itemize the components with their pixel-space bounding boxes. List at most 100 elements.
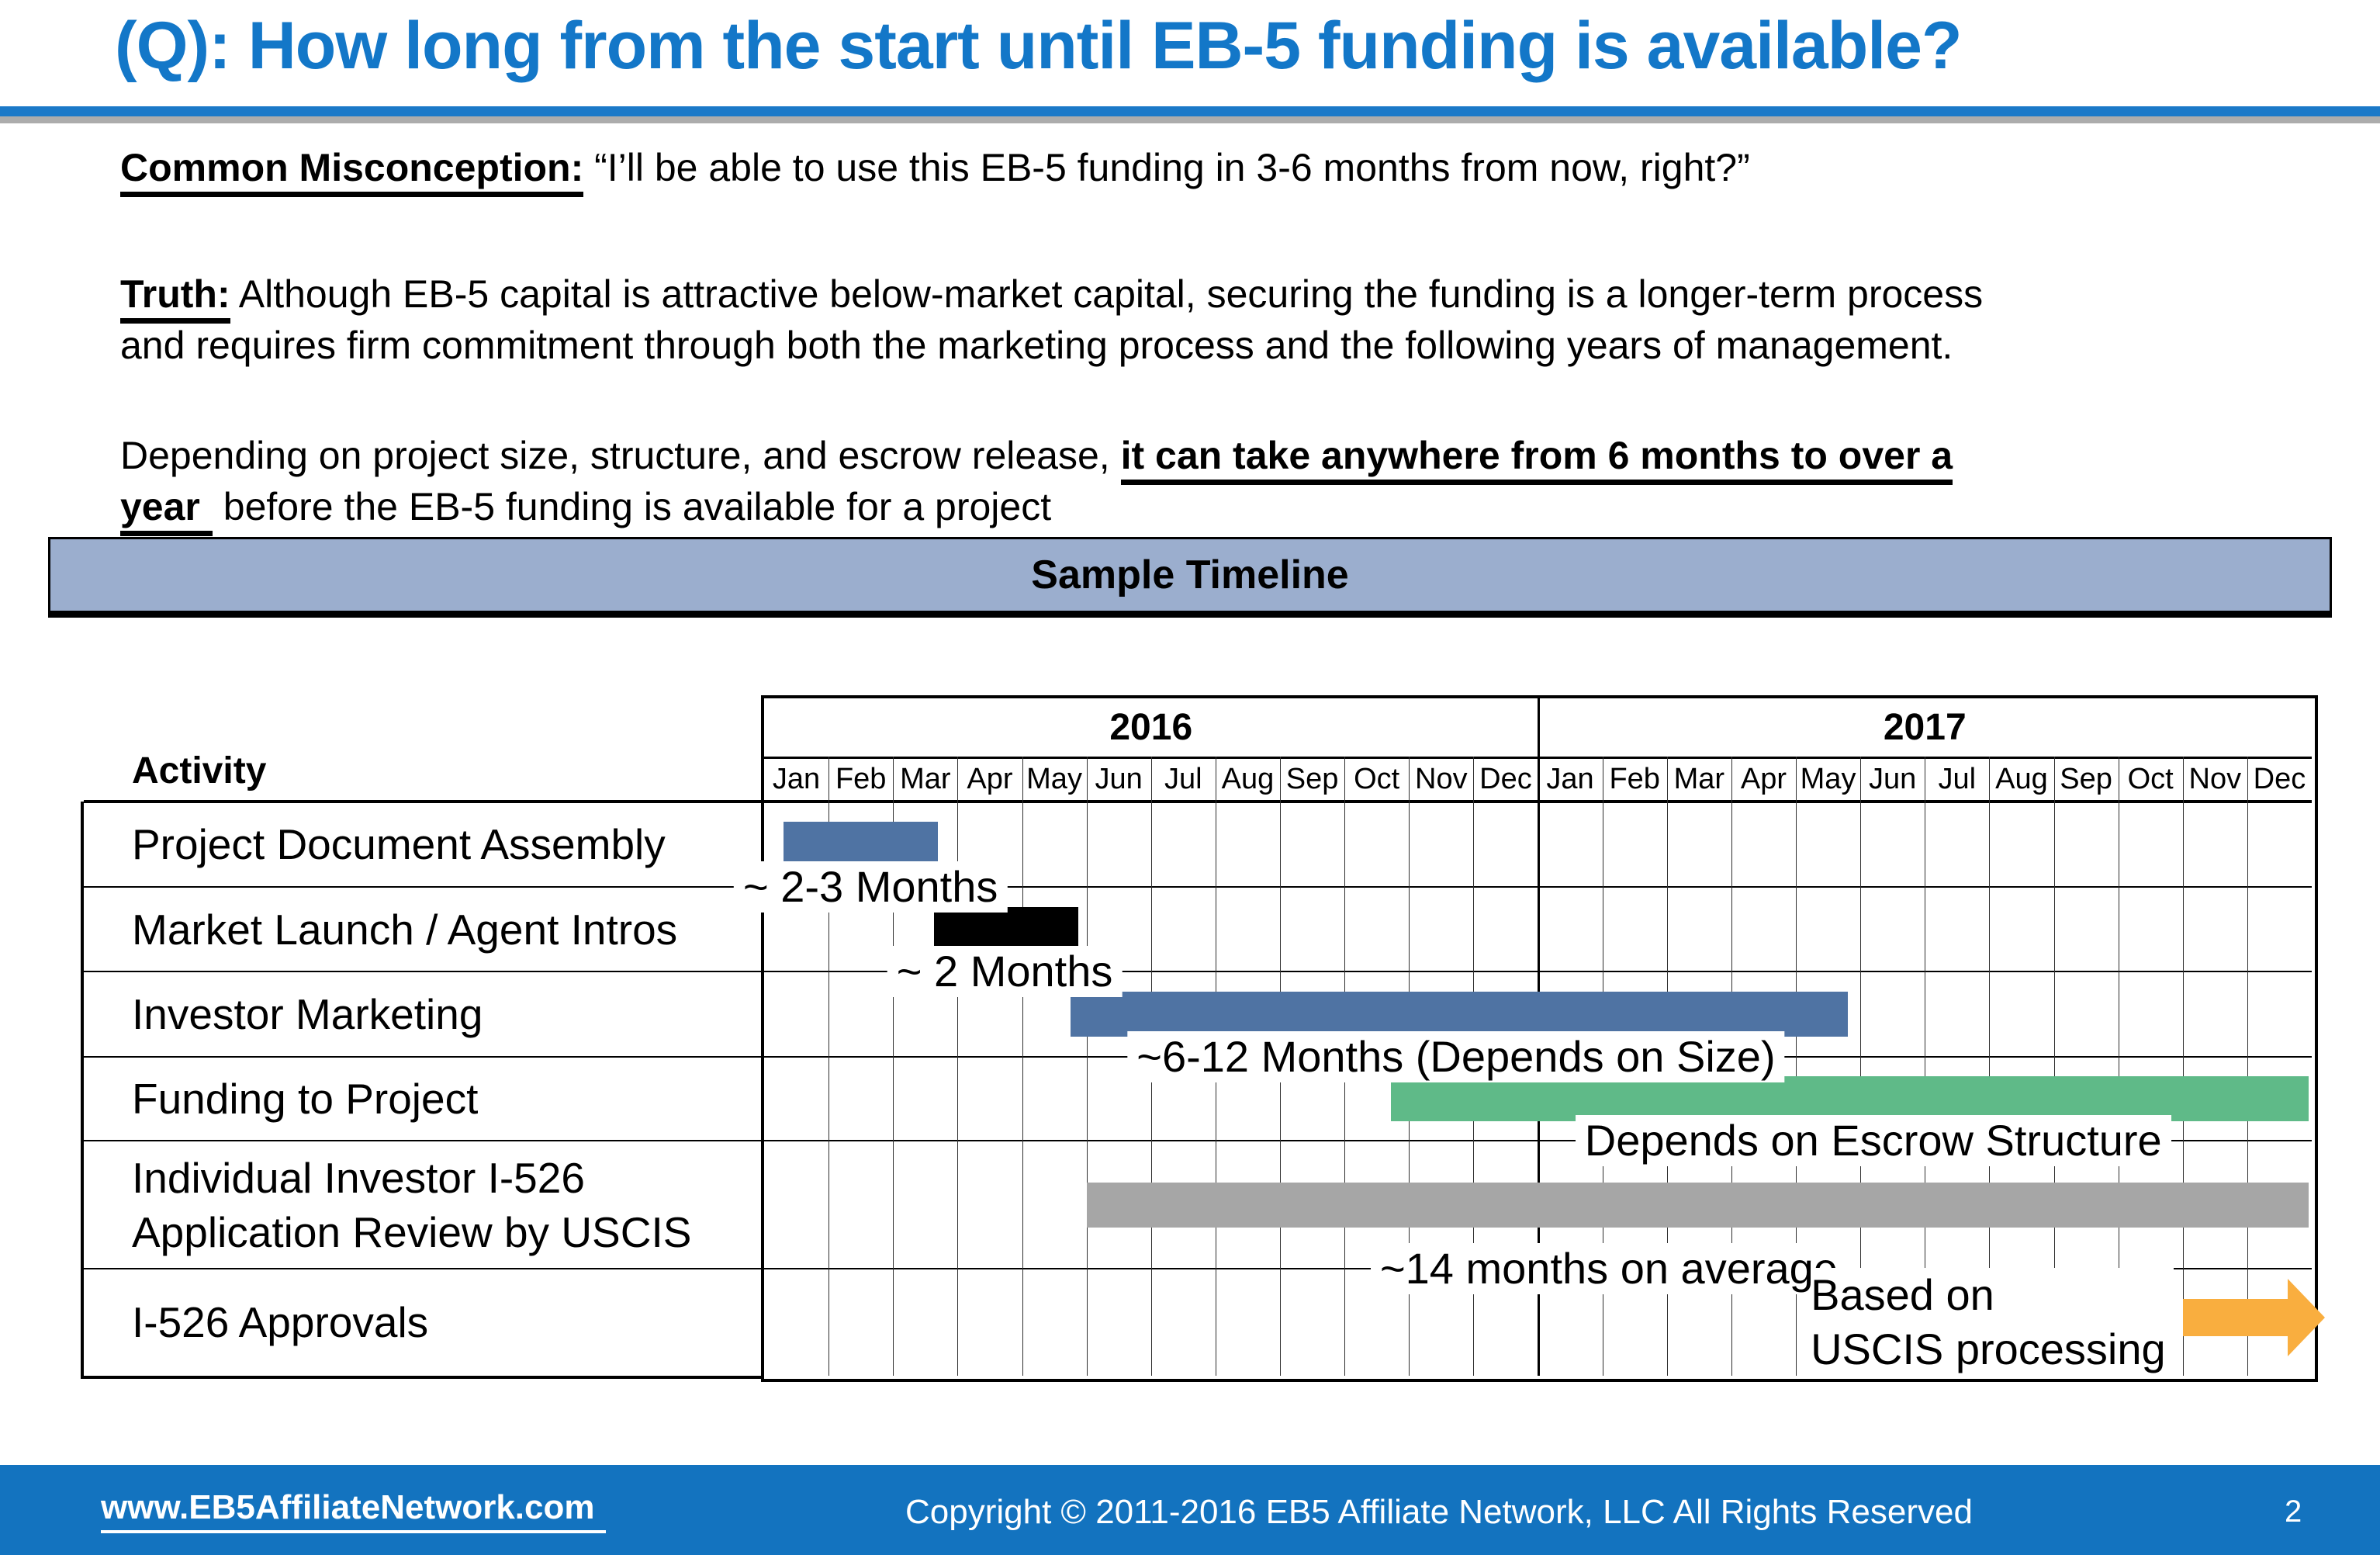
- month-grid-line: [2247, 757, 2248, 1376]
- footer-page-number: 2: [2285, 1494, 2302, 1529]
- activity-label: Project Document Assembly: [132, 817, 666, 871]
- chart-frame: [761, 695, 2318, 1382]
- footer-copyright: Copyright © 2011-2016 EB5 Affiliate Netw…: [905, 1493, 1973, 1531]
- activity-label: Investor Marketing: [132, 987, 483, 1041]
- emphasized-text: Common Misconception:: [120, 146, 584, 197]
- month-grid-line: [1150, 757, 1152, 1376]
- activity-column-frame: [81, 802, 764, 1379]
- uscis-processing-note-line: USCIS processing: [1811, 1325, 2166, 1373]
- month-header: Jul: [1164, 762, 1202, 795]
- month-header: Dec: [1479, 762, 1532, 795]
- month-header: Jan: [1546, 762, 1594, 795]
- duration-annotation: Depends on Escrow Structure: [1575, 1115, 2171, 1166]
- duration-annotation: ~14 months on average: [1370, 1243, 1847, 1294]
- month-header: Nov: [2188, 762, 2242, 795]
- row-divider-line: [84, 1056, 2312, 1058]
- month-header: Apr: [1740, 762, 1787, 795]
- sample-timeline-band: Sample Timeline: [48, 537, 2332, 618]
- month-header: Jun: [1095, 762, 1143, 795]
- row-divider-line: [84, 1140, 2312, 1141]
- month-grid-line: [2182, 757, 2184, 1376]
- month-grid-line: [1731, 757, 1732, 1376]
- activity-column-header: Activity: [132, 750, 267, 791]
- month-grid-line: [1860, 757, 1862, 1376]
- approval-arrow-head: [2287, 1279, 2325, 1356]
- activity-label: Market Launch / Agent Intros: [132, 902, 677, 957]
- month-header: Dec: [2253, 762, 2306, 795]
- month-header: Feb: [1609, 762, 1660, 795]
- paragraph-misconception: Common Misconception: “I’ll be able to u…: [120, 144, 2354, 197]
- emphasized-text: it can take anywhere from 6 months to ov…: [1120, 434, 1953, 485]
- activity-label-line: Individual Investor I-526: [132, 1153, 585, 1202]
- footer-website-link[interactable]: www.EB5AffiliateNetwork.com: [101, 1488, 606, 1533]
- emphasized-text: year: [120, 485, 213, 536]
- paragraph-truth-line2: and requires firm commitment through bot…: [120, 321, 2354, 369]
- gantt-bar: [1390, 1076, 2309, 1121]
- year-header: 2016: [1109, 707, 1193, 748]
- footer-bar: [0, 1465, 2380, 1555]
- body-text: Depending on project size, structure, an…: [120, 434, 1121, 477]
- year-divider-line: [1537, 698, 1540, 1376]
- body-text: Although EB-5 capital is attractive belo…: [230, 272, 1984, 316]
- sample-timeline-label: Sample Timeline: [1031, 552, 1349, 597]
- year-header: 2017: [1883, 707, 1967, 748]
- duration-annotation: ~ 2 Months: [887, 946, 1123, 997]
- month-grid-line: [1473, 757, 1475, 1376]
- row-divider-line: [84, 971, 2312, 972]
- month-grid-line: [1796, 757, 1797, 1376]
- month-header: Apr: [967, 762, 1013, 795]
- row-divider-line: [84, 1268, 2312, 1269]
- body-text: “I’ll be able to use this EB-5 funding i…: [583, 146, 1750, 189]
- month-header: Feb: [835, 762, 887, 795]
- gantt-bar: [933, 906, 1078, 952]
- month-header: Aug: [1221, 762, 1275, 795]
- month-header: Mar: [1673, 762, 1725, 795]
- paragraph-depending-line2: year before the EB-5 funding is availabl…: [120, 483, 2354, 536]
- year-month-divider-line: [764, 757, 2312, 759]
- month-grid-line: [1086, 757, 1088, 1376]
- duration-annotation: ~ 2-3 Months: [733, 861, 1008, 913]
- month-grid-line: [1280, 757, 1281, 1376]
- month-header: Mar: [900, 762, 951, 795]
- month-grid-line: [893, 757, 894, 1376]
- activity-label-line: Funding to Project: [132, 1075, 479, 1123]
- month-header: Oct: [2127, 762, 2174, 795]
- month-header: Nov: [1415, 762, 1468, 795]
- activity-label-line: Project Document Assembly: [132, 820, 666, 868]
- body-text: before the EB-5 funding is available for…: [212, 485, 1052, 528]
- month-grid-line: [1409, 757, 1410, 1376]
- approval-arrow-shaft: [2182, 1299, 2288, 1336]
- uscis-processing-note: Based on USCIS processing: [1811, 1268, 2174, 1377]
- activity-label-line: I-526 Approvals: [132, 1298, 429, 1346]
- title-rule-gray: [0, 116, 2380, 123]
- activity-label-line: Investor Marketing: [132, 990, 483, 1038]
- activity-label: Funding to Project: [132, 1072, 478, 1126]
- month-header: May: [1026, 762, 1082, 795]
- row-divider-line: [84, 886, 2312, 888]
- gantt-bar: [783, 822, 939, 867]
- slide-title: (Q): How long from the start until EB-5 …: [115, 9, 1963, 83]
- month-header: Aug: [1995, 762, 2048, 795]
- title-rule-blue: [0, 106, 2380, 116]
- month-grid-line: [1344, 757, 1346, 1376]
- activity-label-line: Market Launch / Agent Intros: [132, 905, 678, 954]
- paragraph-depending-line1: Depending on project size, structure, an…: [120, 431, 2354, 485]
- emphasized-text: Truth:: [120, 272, 230, 324]
- month-header: May: [1800, 762, 1856, 795]
- gantt-bar: [1070, 992, 1848, 1037]
- body-text: and requires firm commitment through bot…: [120, 324, 1953, 367]
- month-header: Sep: [2060, 762, 2112, 795]
- activity-label: I-526 Approvals: [132, 1295, 428, 1349]
- month-grid-line: [2053, 757, 2055, 1376]
- month-header: Jul: [1938, 762, 1977, 795]
- month-header: Oct: [1354, 762, 1400, 795]
- month-header: Jun: [1869, 762, 1917, 795]
- duration-annotation: ~6-12 Months (Depends on Size): [1127, 1031, 1785, 1082]
- month-header: Jan: [772, 762, 821, 795]
- gantt-bar: [1086, 1182, 2309, 1228]
- uscis-processing-note-line: Based on: [1811, 1270, 1994, 1319]
- month-grid-line: [957, 757, 959, 1376]
- month-header: Sep: [1285, 762, 1339, 795]
